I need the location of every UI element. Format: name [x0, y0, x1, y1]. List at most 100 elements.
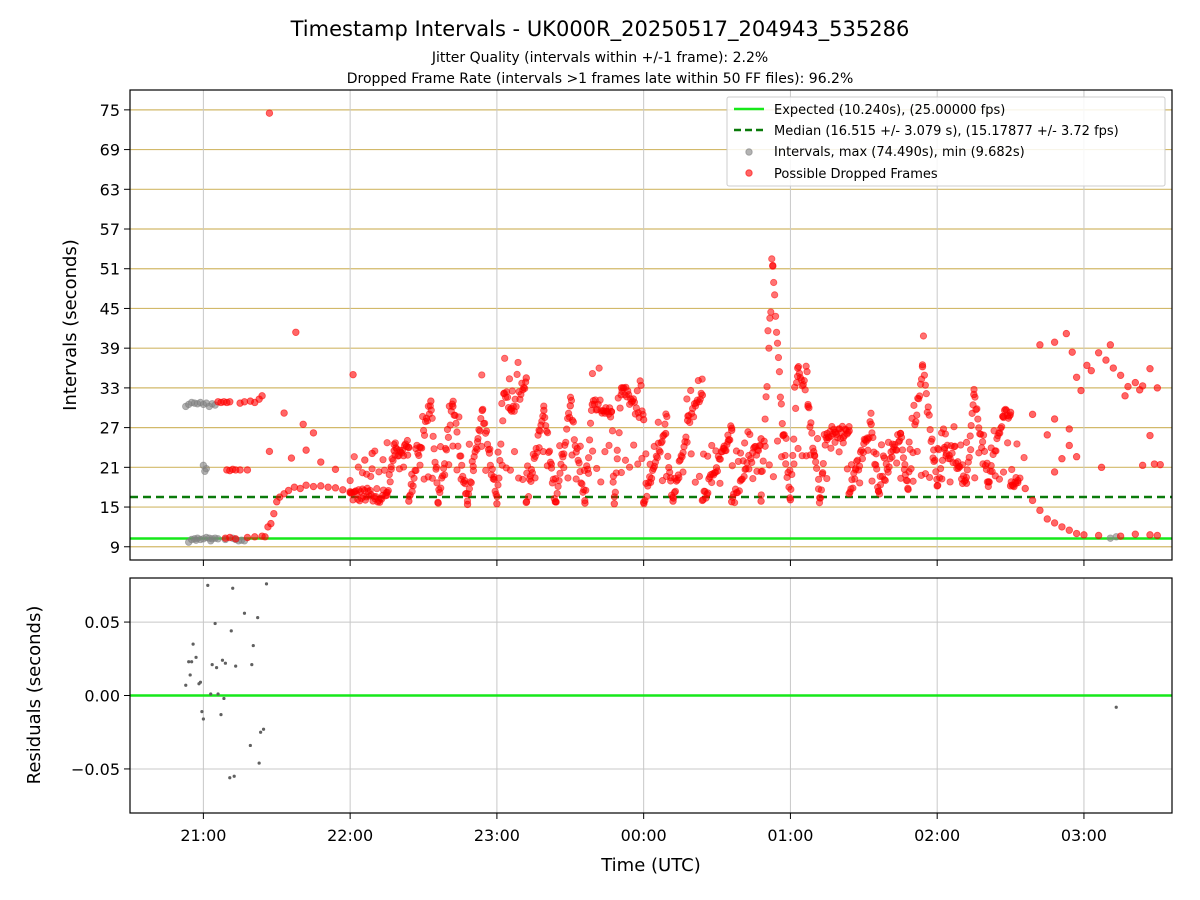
dropped-frame-point — [683, 416, 692, 425]
residual-point — [223, 661, 227, 665]
dropped-frame-point — [728, 426, 736, 434]
dropped-frame-point — [553, 489, 561, 498]
dropped-frame-point — [616, 404, 624, 412]
dropped-frame-point — [261, 533, 269, 541]
dropped-frame-point — [984, 478, 993, 486]
residual-point — [201, 717, 205, 721]
dropped-frame-point — [675, 474, 683, 482]
dropped-frame-point — [455, 413, 463, 421]
dropped-frame-point — [490, 473, 498, 481]
dropped-frame-point — [1146, 431, 1154, 440]
dropped-frame-point — [794, 444, 802, 453]
residual-point — [248, 743, 252, 748]
dropped-frame-point — [420, 431, 429, 439]
dropped-frame-point — [564, 474, 572, 482]
dropped-frame-point — [486, 445, 494, 453]
dropped-frame-point — [962, 479, 971, 487]
dropped-frame-point — [778, 419, 786, 428]
dropped-frame-point — [494, 448, 502, 456]
dropped-frame-point — [453, 428, 461, 436]
dropped-frame-point — [885, 463, 893, 471]
dropped-frame-point — [1008, 465, 1016, 474]
dropped-frame-point — [350, 453, 358, 461]
dropped-frame-point — [501, 354, 509, 362]
dropped-frame-point — [1021, 484, 1029, 493]
dropped-frame-point — [1013, 440, 1021, 448]
dropped-frame-point — [390, 447, 398, 455]
residuals-y-ticks: −0.05 0.00 0.05 — [71, 613, 130, 779]
dropped-frame-point — [639, 498, 648, 507]
dropped-frame-point — [905, 438, 913, 446]
dropped-frame-point — [789, 451, 797, 460]
dropped-frame-point — [270, 509, 278, 518]
dropped-frame-point — [639, 415, 648, 424]
dropped-frame-point — [757, 497, 765, 505]
dropped-frame-point — [664, 452, 672, 461]
dropped-frame-point — [757, 467, 765, 476]
dropped-frame-point — [808, 429, 816, 437]
dropped-frame-point — [1116, 532, 1125, 540]
dropped-frame-point — [910, 401, 918, 409]
dropped-frame-point — [453, 466, 461, 474]
dropped-frame-point — [774, 353, 783, 362]
dropped-frame-point — [514, 358, 522, 367]
dropped-frame-point — [1036, 506, 1044, 515]
dropped-frame-point — [716, 479, 724, 487]
dropped-frame-point — [724, 437, 732, 445]
dropped-frame-point — [679, 468, 687, 476]
dropped-frame-point — [584, 469, 593, 477]
dropped-frame-point — [1131, 530, 1140, 538]
interval-point — [192, 536, 200, 544]
intervals-panel: 9 15 21 27 33 39 45 51 57 63 69 75 Intervals (secon… — [60, 89, 1173, 566]
dropped-frame-point — [813, 435, 822, 443]
dropped-frame-point — [331, 465, 340, 474]
dropped-frame-point — [510, 448, 519, 456]
dropped-frame-point — [708, 441, 716, 450]
dropped-frame-point — [368, 465, 376, 473]
dropped-frame-point — [761, 415, 769, 423]
intervals-plot-frame — [129, 89, 1173, 561]
dropped-frame-point — [613, 446, 621, 454]
x-tick-label: 22:00 — [327, 826, 373, 845]
dropped-frame-point — [776, 393, 784, 401]
dropped-frame-point — [613, 455, 621, 463]
dropped-frame-point — [375, 468, 383, 476]
dropped-frame-point — [938, 475, 946, 483]
chart-subtitle-jitter: Jitter Quality (intervals within +/-1 fr… — [431, 50, 768, 66]
dropped-frame-point — [1072, 529, 1081, 538]
dropped-frame-point — [1156, 460, 1164, 469]
dropped-frame-point — [226, 398, 234, 406]
dropped-frame-point — [597, 478, 605, 486]
dropped-frame-point — [354, 463, 362, 471]
dropped-frame-point — [759, 457, 767, 465]
x-tick-label: 23:00 — [474, 826, 520, 845]
dropped-frame-point — [816, 494, 824, 502]
dropped-frame-point — [284, 486, 293, 495]
dropped-frame-point — [500, 389, 508, 397]
dropped-frame-point — [1080, 531, 1088, 539]
residual-point — [216, 692, 220, 696]
dropped-frame-point — [843, 465, 851, 473]
dropped-frame-point — [957, 441, 965, 449]
dropped-frame-point — [735, 487, 743, 495]
dropped-frame-point — [687, 386, 695, 395]
dropped-frame-point — [807, 419, 815, 427]
dropped-frame-point — [691, 478, 699, 486]
dropped-frame-point — [588, 400, 596, 409]
dropped-frame-point — [243, 466, 252, 474]
residual-point — [229, 629, 233, 633]
dropped-frame-point — [918, 363, 927, 371]
dropped-frame-point — [296, 484, 304, 493]
legend-expected-label: Expected (10.240s), (25.00000 fps) — [774, 103, 1005, 118]
dropped-frame-point — [792, 404, 800, 413]
dropped-frame-point — [804, 402, 812, 411]
residuals-y-tick-label: 0.05 — [84, 613, 120, 632]
dropped-frame-point — [231, 535, 240, 543]
intervals-y-tick-label: 33 — [100, 379, 120, 398]
dropped-frame-point — [444, 433, 452, 441]
dropped-frame-point — [771, 291, 779, 299]
dropped-frame-point — [1146, 364, 1154, 373]
dropped-frame-point — [568, 451, 576, 459]
dropped-frame-point — [728, 498, 736, 506]
dropped-frame-point — [578, 480, 586, 488]
